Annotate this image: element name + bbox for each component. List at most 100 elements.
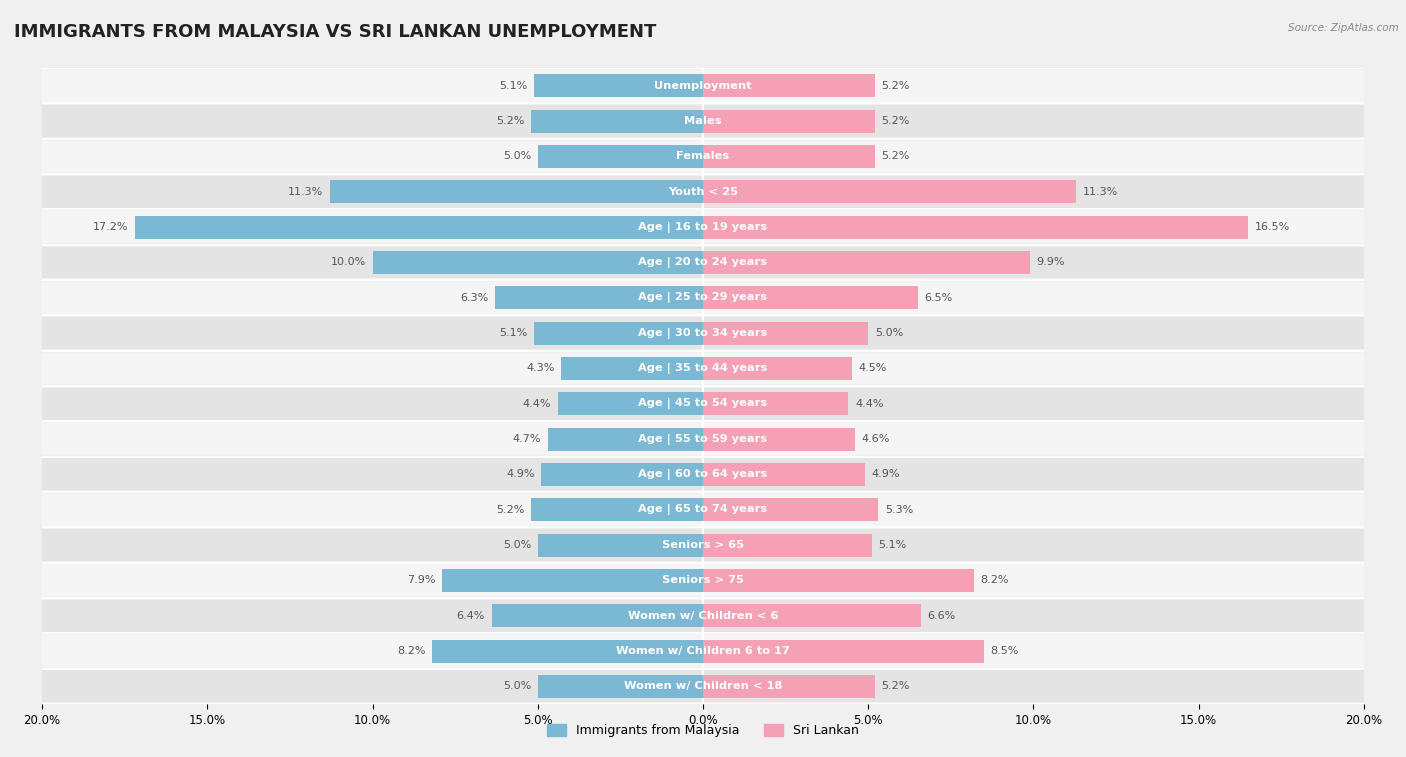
Bar	[703, 428, 855, 450]
Text: 4.9%: 4.9%	[506, 469, 534, 479]
Bar	[42, 423, 1364, 455]
Text: 5.1%: 5.1%	[879, 540, 907, 550]
Bar	[42, 141, 1364, 173]
Bar	[703, 110, 875, 132]
Text: Age | 20 to 24 years: Age | 20 to 24 years	[638, 257, 768, 268]
Bar	[373, 251, 703, 274]
Bar	[703, 357, 852, 380]
Text: 4.7%: 4.7%	[513, 434, 541, 444]
Bar	[558, 392, 703, 415]
Text: 5.0%: 5.0%	[503, 151, 531, 161]
Text: Women w/ Children 6 to 17: Women w/ Children 6 to 17	[616, 646, 790, 656]
Text: Age | 60 to 64 years: Age | 60 to 64 years	[638, 469, 768, 480]
Text: 5.1%: 5.1%	[499, 81, 527, 91]
Text: 17.2%: 17.2%	[93, 222, 128, 232]
Bar	[548, 428, 703, 450]
Bar	[561, 357, 703, 380]
Text: 4.4%: 4.4%	[523, 399, 551, 409]
Text: 6.3%: 6.3%	[460, 293, 488, 303]
Bar	[534, 322, 703, 344]
Text: 8.2%: 8.2%	[396, 646, 426, 656]
Bar	[703, 392, 848, 415]
Bar	[495, 286, 703, 309]
Text: Youth < 25: Youth < 25	[668, 187, 738, 197]
Text: Women w/ Children < 18: Women w/ Children < 18	[624, 681, 782, 691]
Bar	[42, 600, 1364, 631]
Text: 11.3%: 11.3%	[1083, 187, 1118, 197]
Text: 16.5%: 16.5%	[1254, 222, 1291, 232]
Bar	[492, 604, 703, 627]
Bar	[42, 105, 1364, 137]
Text: 4.4%: 4.4%	[855, 399, 883, 409]
Text: Age | 35 to 44 years: Age | 35 to 44 years	[638, 363, 768, 374]
Text: 4.5%: 4.5%	[858, 363, 887, 373]
Bar	[42, 635, 1364, 667]
Bar	[703, 463, 865, 486]
Text: IMMIGRANTS FROM MALAYSIA VS SRI LANKAN UNEMPLOYMENT: IMMIGRANTS FROM MALAYSIA VS SRI LANKAN U…	[14, 23, 657, 41]
Bar	[42, 247, 1364, 279]
Bar	[42, 353, 1364, 385]
Text: 9.9%: 9.9%	[1036, 257, 1066, 267]
Text: 6.4%: 6.4%	[457, 611, 485, 621]
Text: 8.5%: 8.5%	[990, 646, 1019, 656]
Text: 6.5%: 6.5%	[924, 293, 953, 303]
Text: 5.2%: 5.2%	[882, 151, 910, 161]
Bar	[42, 494, 1364, 525]
Bar	[537, 534, 703, 556]
Text: 7.9%: 7.9%	[406, 575, 436, 585]
Bar	[703, 569, 974, 592]
Text: 5.2%: 5.2%	[882, 81, 910, 91]
Bar	[703, 216, 1249, 238]
Bar	[703, 604, 921, 627]
Text: 5.2%: 5.2%	[882, 681, 910, 691]
Text: 5.0%: 5.0%	[503, 540, 531, 550]
Bar	[42, 70, 1364, 101]
Bar	[537, 145, 703, 168]
Text: Age | 65 to 74 years: Age | 65 to 74 years	[638, 504, 768, 516]
Bar	[703, 534, 872, 556]
Text: Age | 16 to 19 years: Age | 16 to 19 years	[638, 222, 768, 232]
Bar	[531, 498, 703, 522]
Bar	[703, 180, 1077, 203]
Bar	[42, 317, 1364, 349]
Text: 10.0%: 10.0%	[330, 257, 366, 267]
Text: Males: Males	[685, 116, 721, 126]
Text: Women w/ Children < 6: Women w/ Children < 6	[627, 611, 779, 621]
Text: 5.2%: 5.2%	[882, 116, 910, 126]
Bar	[441, 569, 703, 592]
Bar	[531, 110, 703, 132]
Bar	[432, 640, 703, 662]
Text: 8.2%: 8.2%	[980, 575, 1010, 585]
Legend: Immigrants from Malaysia, Sri Lankan: Immigrants from Malaysia, Sri Lankan	[543, 719, 863, 743]
Bar	[42, 671, 1364, 702]
Bar	[42, 211, 1364, 243]
Bar	[703, 145, 875, 168]
Text: Source: ZipAtlas.com: Source: ZipAtlas.com	[1288, 23, 1399, 33]
Text: 11.3%: 11.3%	[288, 187, 323, 197]
Bar	[703, 640, 984, 662]
Bar	[42, 176, 1364, 207]
Text: 5.3%: 5.3%	[884, 505, 912, 515]
Text: Age | 45 to 54 years: Age | 45 to 54 years	[638, 398, 768, 410]
Text: 5.0%: 5.0%	[875, 328, 903, 338]
Bar	[703, 498, 879, 522]
Text: Age | 25 to 29 years: Age | 25 to 29 years	[638, 292, 768, 304]
Bar	[703, 286, 918, 309]
Bar	[42, 529, 1364, 561]
Bar	[135, 216, 703, 238]
Bar	[42, 282, 1364, 313]
Text: Age | 30 to 34 years: Age | 30 to 34 years	[638, 328, 768, 338]
Bar	[42, 459, 1364, 491]
Bar	[541, 463, 703, 486]
Bar	[42, 565, 1364, 597]
Text: 6.6%: 6.6%	[928, 611, 956, 621]
Text: Seniors > 75: Seniors > 75	[662, 575, 744, 585]
Bar	[703, 675, 875, 698]
Text: Unemployment: Unemployment	[654, 81, 752, 91]
Bar	[703, 322, 868, 344]
Text: 4.9%: 4.9%	[872, 469, 900, 479]
Text: Age | 55 to 59 years: Age | 55 to 59 years	[638, 434, 768, 444]
Text: 5.2%: 5.2%	[496, 505, 524, 515]
Text: 5.0%: 5.0%	[503, 681, 531, 691]
Bar	[42, 388, 1364, 419]
